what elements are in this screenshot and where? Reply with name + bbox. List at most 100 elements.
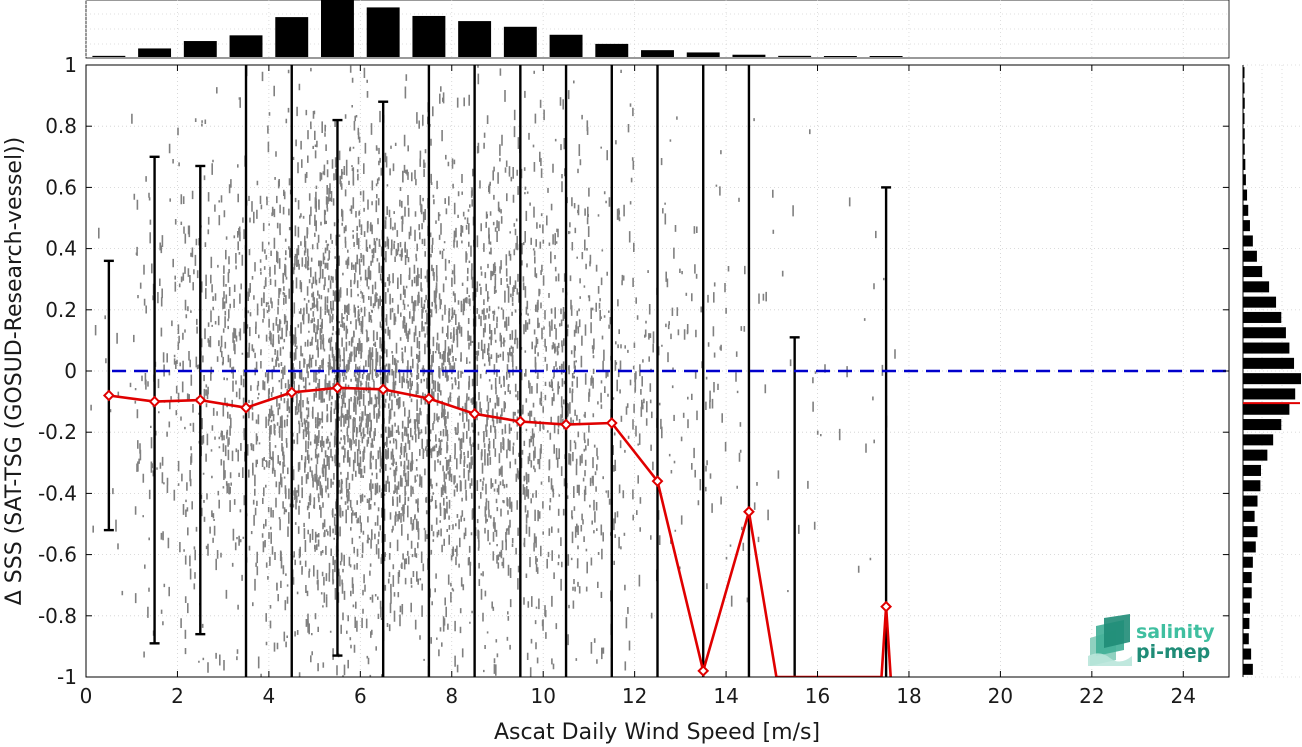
x-tick-label: 4 <box>263 684 276 708</box>
top-histogram-bar <box>503 26 537 57</box>
right-histogram-bar <box>1243 97 1245 109</box>
top-histogram-bar <box>823 56 857 57</box>
mean-marker <box>148 395 161 408</box>
y-tick-label: -0.6 <box>38 543 77 567</box>
top-histogram-bar <box>138 48 172 57</box>
y-axis-label: Δ SSS (SAT-TSG (GOSUD-Research-vessel)) <box>2 137 27 605</box>
top-histogram-bar <box>92 55 126 57</box>
x-tick-label: 22 <box>1079 684 1104 708</box>
x-tick-label: 20 <box>988 684 1013 708</box>
right-histogram-bar <box>1243 204 1249 216</box>
right-histogram-bar <box>1243 327 1286 339</box>
mean-marker <box>194 394 207 406</box>
y-tick-label: 0.4 <box>45 237 77 261</box>
right-histogram-bar <box>1243 495 1258 507</box>
right-histogram-bar <box>1243 296 1277 308</box>
right-histogram-bar <box>1243 373 1301 385</box>
right-histogram-bar <box>1243 572 1252 584</box>
x-tick-label: 24 <box>1171 684 1196 708</box>
top-histogram <box>85 0 1230 59</box>
x-tick-label: 0 <box>80 684 93 708</box>
right-histogram-bar <box>1243 526 1258 538</box>
y-tick-label: 0 <box>64 359 77 383</box>
right-histogram-bar <box>1243 281 1270 293</box>
top-histogram-bar <box>229 35 263 57</box>
scatter-points <box>90 65 896 677</box>
main-plot: 0 2 4 6 8 10 12 14 16 18 20 22 24 -1-0.8-0.6-0.4-0.2… <box>38 53 1230 708</box>
axis-ticks <box>85 64 1229 678</box>
right-histogram-bar <box>1243 541 1256 553</box>
top-histogram-bar <box>412 15 446 58</box>
mean-marker <box>377 383 390 396</box>
salinity-pi-mep-logo: salinity pi-mep <box>1088 614 1215 666</box>
right-histogram-bar <box>1243 633 1249 645</box>
y-tick-label: 0.6 <box>45 175 77 199</box>
right-histogram-bar <box>1243 250 1257 262</box>
top-histogram-bar <box>686 52 720 57</box>
right-histogram-bar <box>1243 388 1296 400</box>
top-histogram-bars <box>92 0 903 58</box>
right-histogram-bar <box>1243 510 1255 522</box>
top-histogram-bar <box>183 41 217 57</box>
mean-marker <box>422 392 435 405</box>
right-histogram-bar <box>1243 189 1248 201</box>
y-tick-labels: -1 -0.8 -0.6 -0.4 -0.2 0 0.2 0.4 0.6 0.8 1 <box>38 53 77 689</box>
right-histogram-bar <box>1243 342 1290 354</box>
right-histogram-bar <box>1243 663 1253 675</box>
top-histogram-bar <box>732 54 766 57</box>
right-histogram-bar <box>1243 128 1245 140</box>
right-histogram-bar <box>1243 480 1261 492</box>
right-histogram-bars <box>1243 67 1301 675</box>
y-tick-label: 1 <box>64 53 77 77</box>
right-histogram-bar <box>1243 357 1295 369</box>
right-histogram-bar <box>1243 311 1282 323</box>
right-histogram-bar <box>1243 648 1252 660</box>
y-tick-label: 0.2 <box>45 298 77 322</box>
y-tick-label: -0.8 <box>38 604 77 628</box>
mean-marker <box>651 475 664 488</box>
mean-marker <box>285 386 298 399</box>
right-histogram-bar <box>1243 235 1253 247</box>
top-histogram-bar <box>641 50 674 57</box>
mean-marker <box>102 389 115 402</box>
x-axis-label: Ascat Daily Wind Speed [m/s] <box>494 720 820 745</box>
right-histogram-bar <box>1243 82 1245 94</box>
y-tick-label: -1 <box>57 665 77 689</box>
x-tick-label: 14 <box>713 684 738 708</box>
right-histogram-bar <box>1243 449 1268 461</box>
top-histogram-bar <box>275 17 309 58</box>
right-histogram-bar <box>1243 266 1263 278</box>
mean-markers <box>102 381 893 677</box>
right-histogram-bar <box>1243 464 1261 476</box>
y-tick-label: -0.4 <box>38 481 77 505</box>
top-histogram-grid <box>85 0 1229 58</box>
logo-line1: salinity <box>1136 621 1215 643</box>
y-tick-label: 0.8 <box>45 114 77 138</box>
mean-marker <box>514 415 527 428</box>
right-histogram-bar <box>1243 143 1245 155</box>
x-tick-label: 12 <box>622 684 647 708</box>
x-tick-label: 8 <box>445 684 458 708</box>
top-histogram-bar <box>549 34 583 57</box>
right-histogram-bar <box>1243 587 1252 599</box>
x-tick-label: 16 <box>805 684 830 708</box>
top-histogram-bar <box>321 0 354 57</box>
right-histogram-bar <box>1243 602 1250 614</box>
right-histogram-bar <box>1243 419 1282 431</box>
right-histogram-bar <box>1243 403 1290 415</box>
mean-marker <box>605 417 618 429</box>
right-histogram-bar <box>1243 434 1274 446</box>
right-histogram-bar <box>1243 174 1246 186</box>
right-histogram-bar <box>1243 556 1253 568</box>
x-tick-label: 18 <box>896 684 921 708</box>
scatter-cloud <box>90 65 896 677</box>
x-tick-label: 6 <box>354 684 367 708</box>
mean-marker <box>697 664 710 677</box>
x-tick-labels: 0 2 4 6 8 10 12 14 16 18 20 22 24 <box>80 684 1196 708</box>
mean-marker <box>743 505 755 518</box>
mean-marker <box>880 600 893 613</box>
mean-marker <box>331 381 344 394</box>
top-histogram-bar <box>458 21 492 57</box>
right-histogram-bar <box>1243 158 1246 170</box>
